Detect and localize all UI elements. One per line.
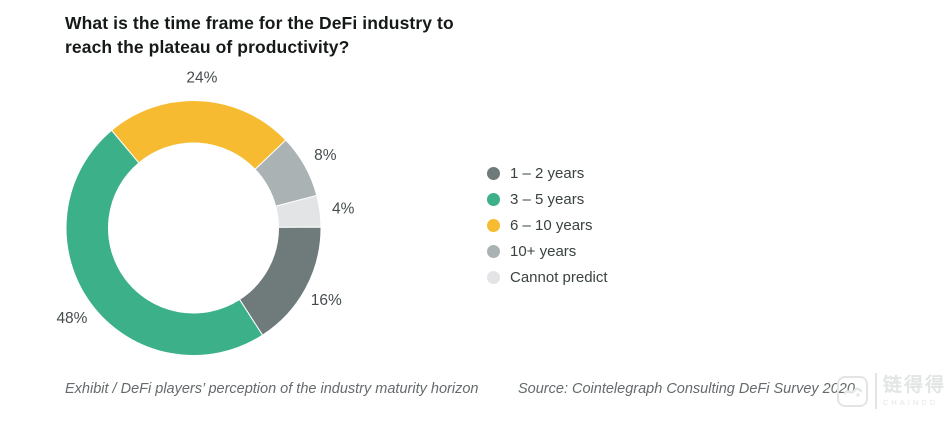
legend-color-dot	[487, 167, 500, 180]
legend-color-dot	[487, 193, 500, 206]
chaindd-logo-icon	[836, 375, 868, 407]
chart-legend: 1 – 2 years 3 – 5 years 6 – 10 years 10+ ye…	[487, 165, 608, 286]
watermark-text: 链得得 CHAINDD	[882, 374, 946, 407]
donut-chart: 24% 8% 4% 16% 48%	[56, 70, 355, 356]
watermark-divider	[874, 373, 877, 409]
segment-value-label: 8%	[314, 147, 337, 164]
legend-item: 3 – 5 years	[487, 191, 608, 208]
segment-value-label: 48%	[56, 310, 87, 327]
segment-value-label: 16%	[311, 292, 342, 309]
chart-title: What is the time frame for the DeFi indu…	[65, 12, 454, 59]
legend-label: 3 – 5 years	[510, 191, 585, 208]
source-caption: Source: Cointelegraph Consulting DeFi Su…	[518, 381, 855, 397]
legend-color-dot	[487, 271, 500, 284]
watermark-cjk-text: 链得得	[882, 374, 946, 396]
segment-value-label: 4%	[332, 200, 355, 217]
chart-title-line-1: What is the time frame for the DeFi indu…	[65, 13, 454, 33]
legend-color-dot	[487, 219, 500, 232]
legend-label: 10+ years	[510, 243, 577, 260]
donut-segment-6-10-years	[110, 100, 287, 171]
legend-label: 6 – 10 years	[510, 217, 593, 234]
chart-title-line-2: reach the plateau of productivity?	[65, 36, 350, 57]
exhibit-caption: Exhibit / DeFi players’ perception of th…	[65, 381, 479, 397]
donut-segment-3-5-years	[65, 129, 264, 356]
legend-item: 6 – 10 years	[487, 217, 608, 234]
segment-value-label: 24%	[186, 70, 217, 87]
chaindd-watermark: 链得得 CHAINDD	[836, 373, 946, 409]
legend-item: 1 – 2 years	[487, 165, 608, 182]
legend-item: 10+ years	[487, 243, 608, 260]
watermark-latin-text: CHAINDD	[882, 397, 939, 407]
legend-label: 1 – 2 years	[510, 165, 585, 182]
legend-label: Cannot predict	[510, 269, 608, 286]
legend-item: Cannot predict	[487, 269, 608, 286]
legend-color-dot	[487, 245, 500, 258]
